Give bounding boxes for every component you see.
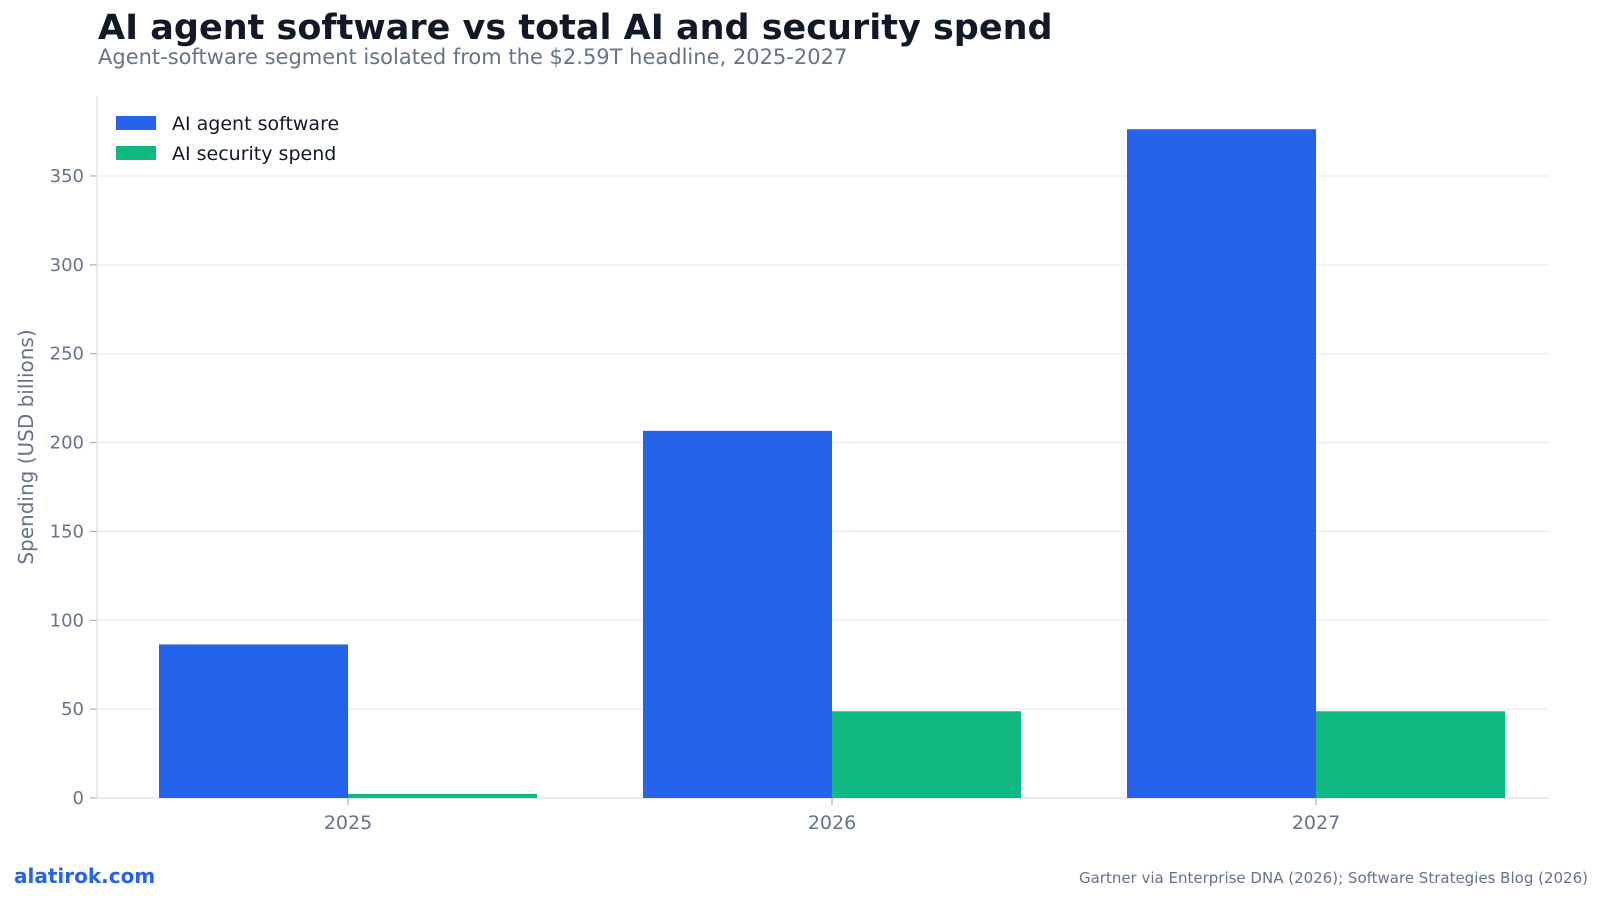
- y-tick-label-200: 200: [50, 433, 84, 454]
- legend-swatch-1: [116, 146, 156, 160]
- y-tick-label-50: 50: [61, 699, 84, 720]
- source-note: Gartner via Enterprise DNA (2026); Softw…: [1078, 869, 1588, 887]
- bar-ai-agent-software-2025: [159, 644, 348, 798]
- y-tick-label-150: 150: [50, 521, 84, 542]
- chart-subtitle: Agent-software segment isolated from the…: [98, 45, 848, 69]
- y-tick-label-350: 350: [50, 166, 84, 187]
- brand-link[interactable]: alatirok.com: [14, 864, 156, 888]
- y-tick-label-0: 0: [73, 788, 84, 809]
- y-tick-label-300: 300: [50, 255, 84, 276]
- legend-label-0: AI agent software: [172, 113, 339, 135]
- bar-ai-agent-software-2027: [1127, 129, 1316, 799]
- bar-ai-security-spend-2027: [1316, 711, 1505, 798]
- chart-title: AI agent software vs total AI and securi…: [98, 8, 1053, 48]
- x-tick-label-2027: 2027: [1292, 812, 1340, 834]
- y-tick-label-250: 250: [50, 344, 84, 365]
- bar-ai-agent-software-2026: [643, 430, 832, 798]
- y-tick-label-100: 100: [50, 610, 84, 631]
- legend-label-1: AI security spend: [172, 143, 336, 165]
- bar-ai-security-spend-2026: [832, 711, 1021, 798]
- y-axis-label: Spending (USD billions): [14, 329, 38, 564]
- legend-swatch-0: [116, 116, 156, 130]
- x-tick-label-2026: 2026: [808, 812, 856, 834]
- bar-ai-security-spend-2025: [348, 793, 537, 798]
- x-tick-label-2025: 2025: [324, 812, 372, 834]
